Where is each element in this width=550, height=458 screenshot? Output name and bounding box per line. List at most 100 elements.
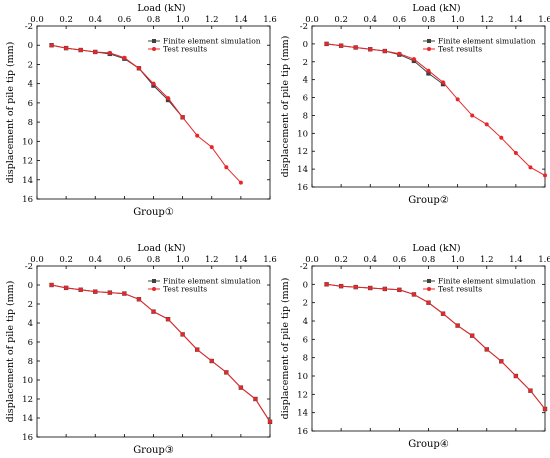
data-point <box>195 347 200 352</box>
x-tick-label: 0.2 <box>59 15 73 25</box>
series-line <box>326 43 546 176</box>
y-tick-label: 10 <box>22 137 33 147</box>
data-point <box>324 41 329 46</box>
legend-swatch-marker <box>427 47 431 51</box>
y-axis-title: displacement of pile tip (mm) <box>280 36 291 178</box>
chart-panel-2: 0.0 0.2 0.4 0.6 0.8 1.0 1.2 1.4 1.6 -2 0 2 4 6 8 10 12 14… <box>280 3 550 206</box>
y-tick-label: 12 <box>22 395 33 405</box>
y-tick-label: 12 <box>297 390 308 400</box>
data-point <box>543 407 547 411</box>
data-point <box>513 151 518 156</box>
series-line <box>51 44 242 184</box>
y-tick-label: 12 <box>297 147 308 157</box>
data-point <box>368 286 373 290</box>
data-point <box>49 43 54 48</box>
data-point <box>455 97 460 102</box>
y-axis-title: displacement of pile tip (mm) <box>280 278 291 420</box>
legend-label: Test results <box>163 285 207 294</box>
data-point <box>49 283 54 287</box>
legend-swatch-marker <box>152 39 156 43</box>
data-point <box>238 385 243 390</box>
legend-label: Finite element simulation <box>438 277 536 286</box>
x-tick-label: 0.6 <box>118 255 132 265</box>
y-tick-label: 4 <box>28 319 33 329</box>
y-tick-label: 16 <box>22 433 33 443</box>
series-simulation <box>49 282 273 424</box>
series-line <box>51 284 271 423</box>
y-tick-label: 8 <box>28 118 33 128</box>
series-test <box>324 41 547 178</box>
y-tick-label: 16 <box>297 183 308 193</box>
series-line <box>51 284 271 423</box>
chart-panel-1: 0.0 0.2 0.4 0.6 0.8 1.0 1.2 1.4 1.6 -2 0 2 4 6 8 10 12 14… <box>5 3 277 218</box>
x-tick-label: 0.6 <box>393 255 407 265</box>
y-tick-label: 6 <box>28 99 33 109</box>
y-tick-label: 10 <box>22 376 33 386</box>
y-tick-label: 0 <box>303 40 308 50</box>
legend-swatch-marker <box>152 287 156 291</box>
y-tick-label: 6 <box>28 338 33 348</box>
data-point <box>499 359 504 364</box>
data-point <box>528 165 533 170</box>
y-tick-label: 8 <box>28 357 33 367</box>
x-tick-label: 0.0 <box>305 15 319 25</box>
data-point <box>397 51 402 56</box>
x-tick-label: 0.8 <box>147 15 161 25</box>
data-point <box>499 135 504 140</box>
data-point <box>426 300 431 305</box>
data-point <box>136 66 141 71</box>
y-tick-label: 2 <box>28 300 33 310</box>
legend-label: Finite element simulation <box>438 37 536 46</box>
y-tick-label: 16 <box>297 427 308 437</box>
data-point <box>224 370 229 375</box>
x-axis-title: Load (kN) <box>137 3 185 14</box>
data-point <box>353 45 358 50</box>
data-point <box>470 113 475 118</box>
y-tick-label: 0 <box>28 281 33 291</box>
data-point <box>411 292 416 297</box>
data-point <box>180 332 185 337</box>
data-point <box>339 43 344 48</box>
data-point <box>166 317 171 322</box>
data-point <box>253 397 258 401</box>
y-tick-label: 4 <box>28 80 33 90</box>
legend-label: Test results <box>438 45 482 54</box>
data-point <box>78 48 83 53</box>
data-point <box>353 285 358 290</box>
data-point <box>209 359 214 363</box>
data-point <box>543 173 547 178</box>
x-tick-label: 0.0 <box>30 255 44 265</box>
y-axis-title: displacement of pile tip (mm) <box>5 42 16 184</box>
x-tick-label: 1.4 <box>234 255 248 265</box>
y-tick-label: -2 <box>300 262 308 272</box>
x-tick-label: 1.2 <box>480 255 494 265</box>
data-point <box>324 282 329 287</box>
y-tick-label: 2 <box>28 60 33 70</box>
series-test <box>324 282 547 411</box>
x-tick-label: 0.6 <box>393 15 407 25</box>
y-tick-label: -2 <box>25 22 33 32</box>
y-tick-label: 14 <box>22 176 33 186</box>
x-tick-label: 0.2 <box>334 255 348 265</box>
data-point <box>93 49 98 54</box>
y-tick-label: 6 <box>303 94 308 104</box>
y-tick-label: 2 <box>303 299 308 309</box>
data-point <box>180 115 185 120</box>
y-tick-label: 14 <box>297 409 308 419</box>
data-point <box>224 165 229 170</box>
legend-label: Test results <box>163 45 207 54</box>
x-tick-label: 1.0 <box>176 15 190 25</box>
data-point <box>513 374 518 378</box>
data-point <box>426 68 431 73</box>
x-tick-label: 1.4 <box>509 255 523 265</box>
data-point <box>122 55 127 60</box>
x-tick-label: 1.0 <box>451 255 465 265</box>
y-tick-label: 2 <box>303 58 308 68</box>
y-tick-label: 10 <box>297 129 308 139</box>
plot-frame <box>36 25 271 200</box>
chart-panel-3: 0.0 0.2 0.4 0.6 0.8 1.0 1.2 1.4 1.6 -2 0 2 4 6 8 10 12 14… <box>5 243 277 456</box>
data-point <box>107 50 112 55</box>
y-tick-label: 0 <box>28 41 33 51</box>
